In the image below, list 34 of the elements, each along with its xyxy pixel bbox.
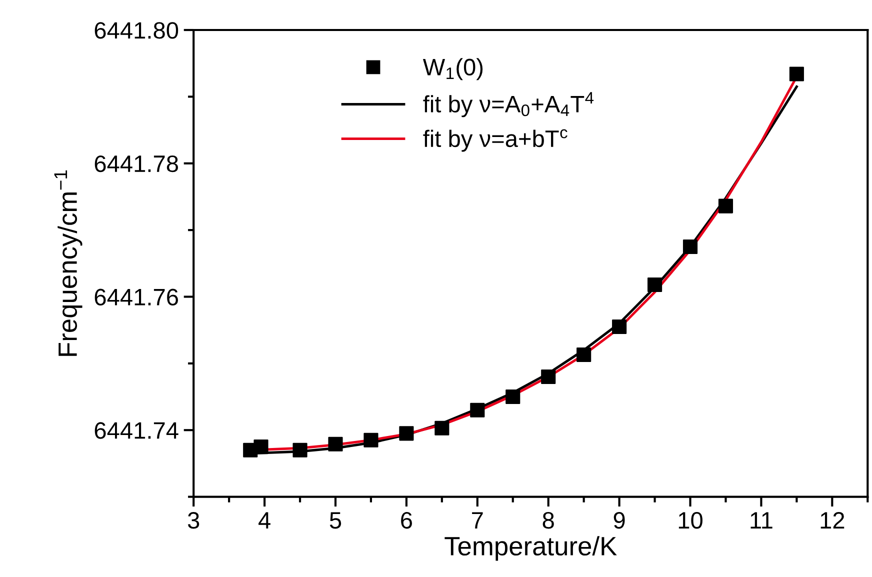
- y-tick-label: 6441.78: [94, 155, 178, 172]
- point: [292, 442, 308, 458]
- x-tick-label: 8: [542, 512, 554, 529]
- point: [576, 347, 592, 362]
- y-axis-title: Frequency/cm$^{−1}$: [54, 170, 82, 356]
- x-tick-label: 4: [258, 512, 270, 528]
- point: [682, 239, 698, 254]
- legend-label: fit by ν=a+bT$^{c}$: [423, 129, 568, 152]
- point: [647, 277, 662, 292]
- point: [612, 319, 627, 334]
- x-axis-title: Temperature/K: [444, 536, 617, 561]
- x-tick-label: 7: [472, 512, 483, 528]
- x-tick-label: 6: [401, 512, 412, 529]
- legend-label: W$_{1}$(0): [422, 58, 483, 80]
- point: [364, 432, 378, 448]
- y-tick-label: 6441.80: [94, 22, 178, 39]
- point: [254, 440, 268, 454]
- legend-label: fit by ν=A$_{0}$+A$_{4}$T$^{4}$: [423, 92, 594, 118]
- point: [399, 426, 414, 441]
- x-tick-label: 11: [750, 512, 772, 528]
- x-tick-label: 12: [820, 512, 844, 528]
- x-tick-label: 3: [188, 512, 200, 529]
- point: [506, 389, 520, 404]
- x-tick-label: 9: [614, 512, 625, 529]
- point: [718, 198, 734, 214]
- x-tick-label: 5: [330, 512, 342, 529]
- y-tick-label: 6441.74: [94, 422, 178, 439]
- point: [434, 420, 450, 436]
- point: [541, 369, 556, 384]
- point: [470, 402, 485, 418]
- x-tick-label: 10: [678, 512, 702, 529]
- y-tick-label: 6441.76: [94, 288, 178, 306]
- point: [789, 66, 804, 82]
- point: [328, 436, 343, 452]
